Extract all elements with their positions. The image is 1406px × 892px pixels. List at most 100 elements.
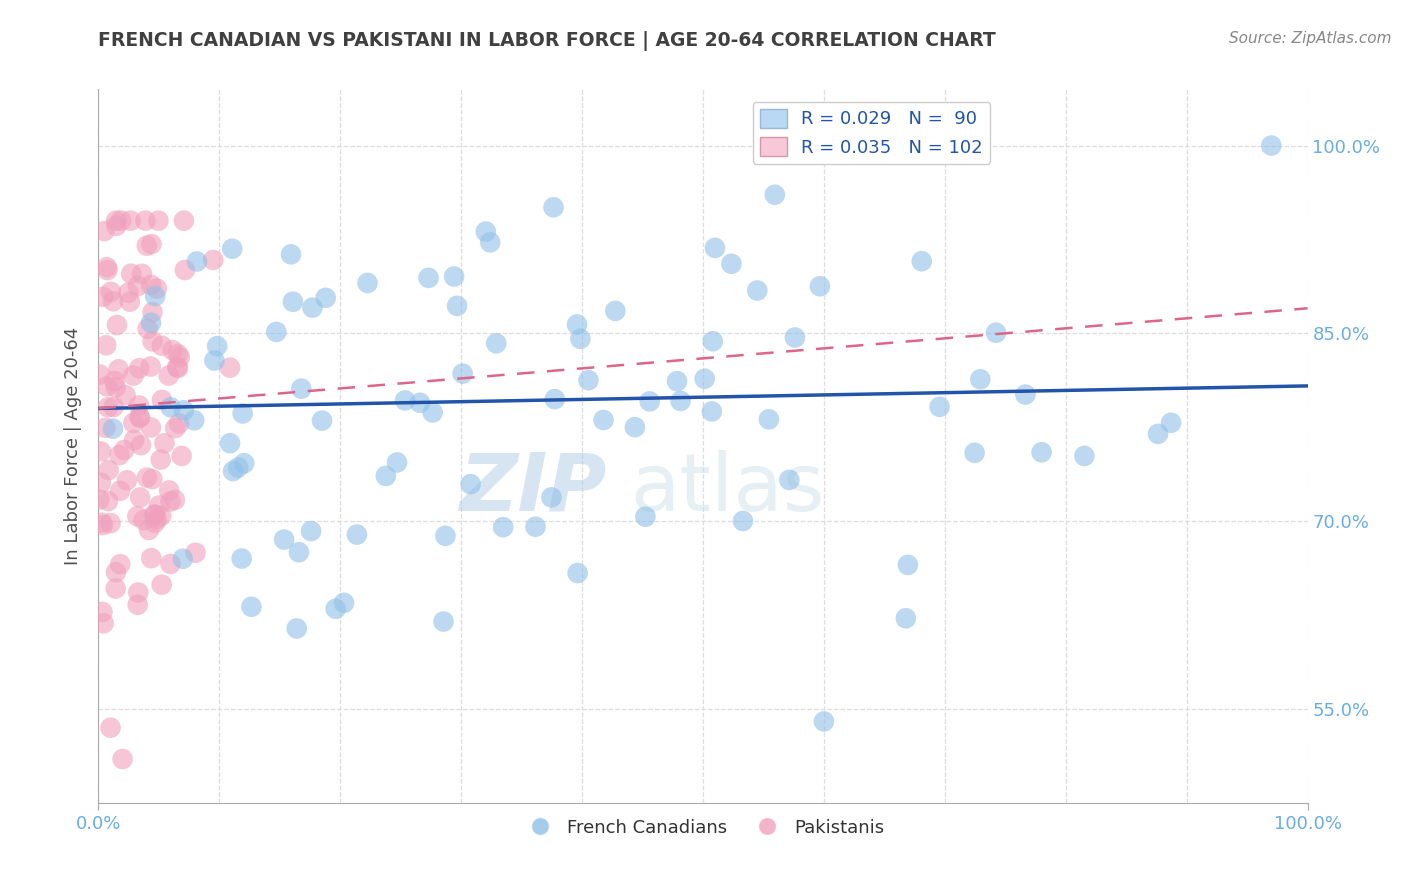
Point <box>105 318 128 332</box>
Point <box>231 551 253 566</box>
Point <box>118 294 141 309</box>
Point <box>288 545 311 559</box>
Point <box>97 401 120 415</box>
Point <box>315 291 337 305</box>
Point <box>117 285 139 300</box>
Point <box>475 225 498 239</box>
Point <box>634 509 657 524</box>
Point <box>346 527 368 541</box>
Point <box>96 338 118 352</box>
Point <box>763 187 786 202</box>
Point <box>132 513 155 527</box>
Point <box>136 322 159 336</box>
Point <box>443 269 465 284</box>
Point <box>492 520 515 534</box>
Point <box>111 752 134 766</box>
Point <box>374 469 396 483</box>
Point <box>226 460 249 475</box>
Point <box>159 494 181 508</box>
Point <box>669 393 692 408</box>
Point <box>911 254 934 268</box>
Point <box>97 494 120 508</box>
Point <box>90 516 112 530</box>
Point <box>159 401 181 415</box>
Point <box>149 452 172 467</box>
Point <box>394 393 416 408</box>
Point <box>700 404 723 418</box>
Point <box>110 558 132 572</box>
Point <box>122 368 145 383</box>
Point <box>624 420 647 434</box>
Point <box>165 421 187 435</box>
Point <box>148 213 170 227</box>
Point <box>758 412 780 426</box>
Point <box>451 367 474 381</box>
Point <box>103 374 125 388</box>
Point <box>232 406 254 420</box>
Point <box>170 449 193 463</box>
Point <box>97 463 120 477</box>
Point <box>107 362 129 376</box>
Point <box>418 271 440 285</box>
Point <box>104 380 127 394</box>
Point <box>897 558 920 572</box>
Point <box>91 290 114 304</box>
Point <box>183 413 205 427</box>
Point <box>281 294 304 309</box>
Point <box>422 405 444 419</box>
Point <box>567 566 589 580</box>
Point <box>93 616 115 631</box>
Point <box>96 263 118 277</box>
Point <box>128 410 150 425</box>
Point <box>221 242 243 256</box>
Point <box>150 339 173 353</box>
Point <box>146 282 169 296</box>
Point <box>565 318 588 332</box>
Y-axis label: In Labor Force | Age 20-64: In Labor Force | Age 20-64 <box>65 326 83 566</box>
Point <box>115 473 138 487</box>
Point <box>148 499 170 513</box>
Point <box>90 444 112 458</box>
Point <box>219 360 242 375</box>
Point <box>166 360 188 375</box>
Point <box>273 533 295 547</box>
Point <box>110 213 132 227</box>
Point <box>159 557 181 571</box>
Point <box>205 339 228 353</box>
Legend: French Canadians, Pakistanis: French Canadians, Pakistanis <box>515 812 891 844</box>
Point <box>446 299 468 313</box>
Point <box>129 410 152 425</box>
Point <box>219 436 242 450</box>
Point <box>150 577 173 591</box>
Point <box>139 316 162 330</box>
Point <box>385 455 408 469</box>
Point <box>290 382 312 396</box>
Point <box>101 422 124 436</box>
Point <box>778 473 800 487</box>
Point <box>325 602 347 616</box>
Point <box>184 546 207 560</box>
Point <box>96 379 118 393</box>
Point <box>141 305 163 319</box>
Point <box>894 611 917 625</box>
Point <box>173 263 195 277</box>
Point <box>129 491 152 505</box>
Point <box>702 334 724 349</box>
Point <box>1260 138 1282 153</box>
Point <box>135 238 157 252</box>
Point <box>150 508 173 523</box>
Point <box>1160 416 1182 430</box>
Point <box>141 551 163 566</box>
Point <box>120 213 142 227</box>
Point <box>139 359 162 374</box>
Point <box>91 605 114 619</box>
Point <box>127 598 149 612</box>
Point <box>103 294 125 309</box>
Point <box>114 388 136 402</box>
Point <box>280 247 302 261</box>
Point <box>356 276 378 290</box>
Point <box>432 615 454 629</box>
Point <box>173 213 195 227</box>
Point <box>222 464 245 478</box>
Point <box>112 443 135 458</box>
